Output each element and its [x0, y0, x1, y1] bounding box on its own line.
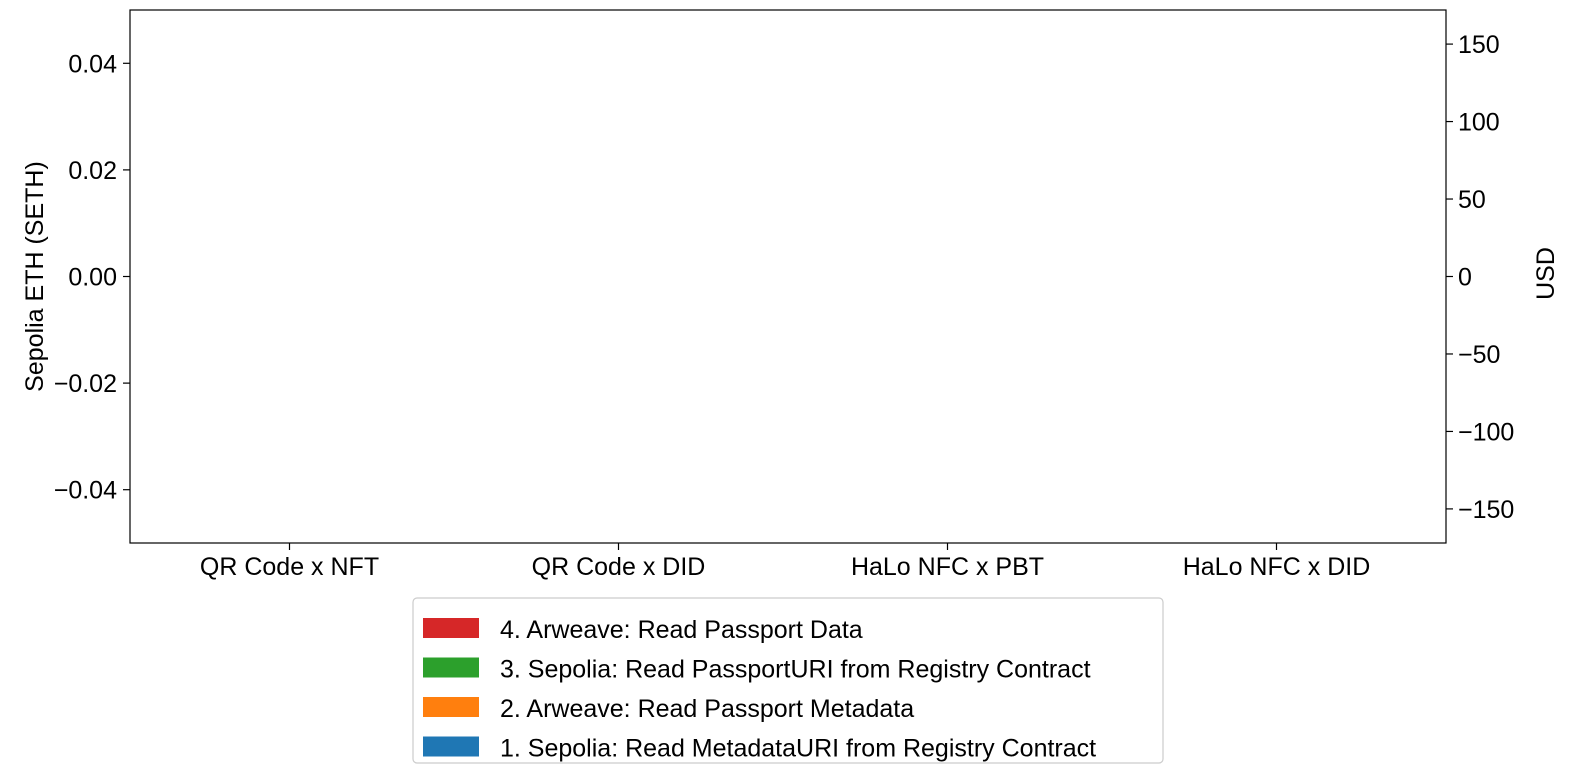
legend-swatch [423, 657, 479, 678]
left-y-axis: −0.04 −0.02 0.00 0.02 0.04 [54, 50, 130, 505]
legend-entry: 3. Sepolia: Read PassportURI from Regist… [500, 656, 1091, 684]
y2-tick-label: −50 [1458, 341, 1500, 369]
y2-axis-title: USD [1532, 247, 1560, 300]
x-tick-label: HaLo NFC x DID [1183, 553, 1371, 581]
x-tick-label: QR Code x NFT [200, 553, 379, 581]
y2-tick-label: 50 [1458, 186, 1486, 214]
y2-tick-label: −150 [1458, 496, 1514, 524]
plot-area [129, 9, 1447, 544]
legend-entry: 1. Sepolia: Read MetadataURI from Regist… [500, 735, 1096, 763]
legend-swatch [423, 618, 479, 638]
legend: 4. Arweave: Read Passport Data 3. Sepolia… [412, 597, 1164, 764]
legend-swatch [423, 736, 479, 757]
y2-tick-label: 100 [1458, 109, 1500, 137]
legend-entry: 2. Arweave: Read Passport Metadata [500, 695, 914, 723]
y-axis-title: Sepolia ETH (SETH) [21, 161, 49, 392]
legend-frame [412, 597, 1164, 764]
y2-tick-label: 0 [1458, 264, 1472, 292]
y2-tick-label: −100 [1458, 418, 1514, 446]
y-tick-label: −0.02 [54, 370, 117, 398]
y-tick-label: −0.04 [54, 477, 117, 505]
y2-tick-label: 150 [1458, 31, 1500, 59]
x-tick-label: HaLo NFC x PBT [851, 553, 1044, 581]
legend-entry: 4. Arweave: Read Passport Data [500, 616, 863, 644]
y-tick-label: 0.04 [68, 50, 117, 78]
y-tick-label: 0.00 [68, 264, 117, 292]
y-tick-label: 0.02 [68, 157, 117, 185]
legend-swatch [423, 697, 479, 717]
right-y-axis: −150 −100 −50 0 50 100 150 [1446, 31, 1514, 524]
x-axis: QR Code x NFT QR Code x DID HaLo NFC x PBT… [200, 543, 1370, 581]
x-tick-label: QR Code x DID [532, 553, 706, 581]
